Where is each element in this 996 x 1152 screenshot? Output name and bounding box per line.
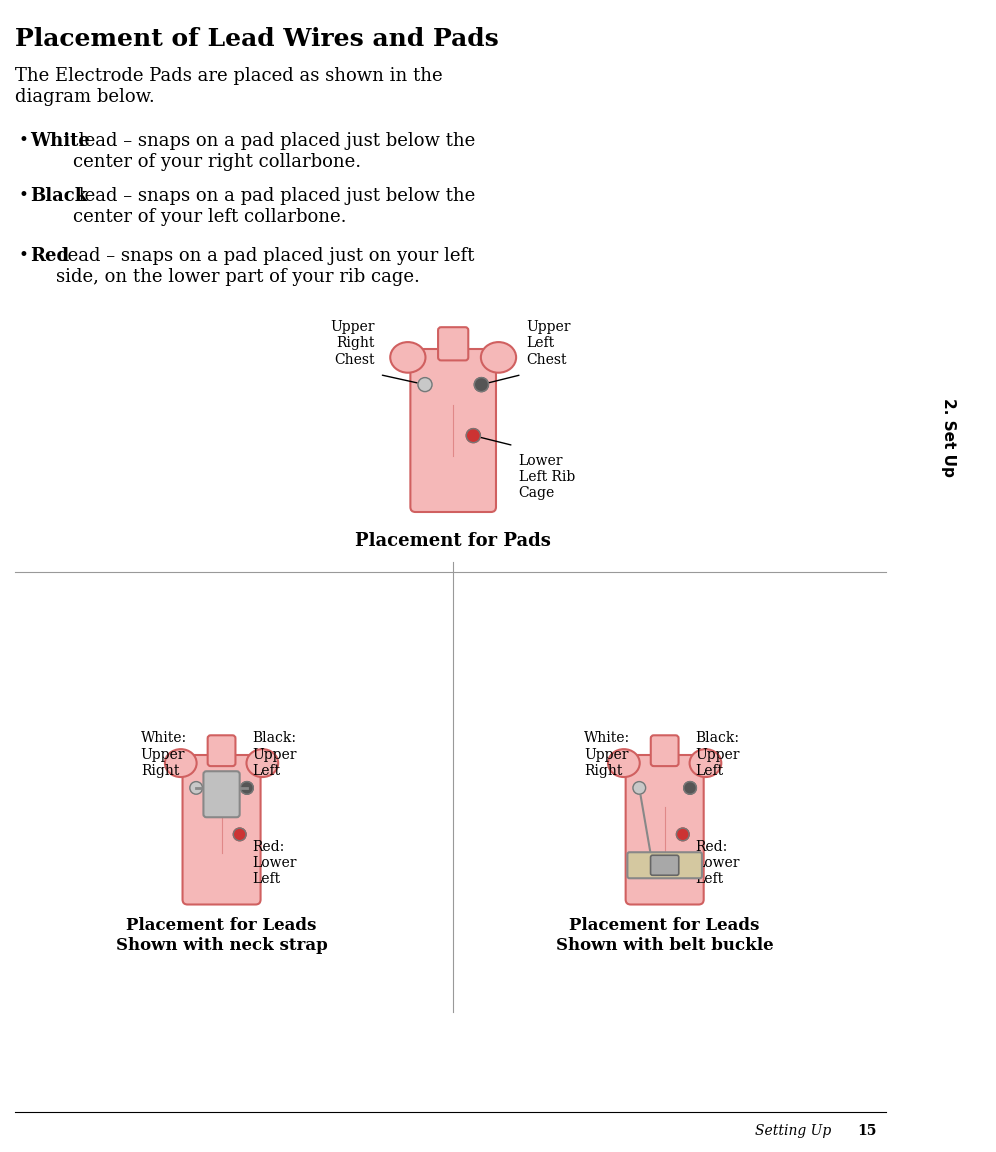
FancyBboxPatch shape: [410, 349, 496, 511]
Circle shape: [190, 781, 202, 794]
FancyBboxPatch shape: [650, 735, 678, 766]
Text: •: •: [18, 187, 28, 204]
FancyBboxPatch shape: [207, 735, 235, 766]
Text: lead – snaps on a pad placed just below the
center of your left collarbone.: lead – snaps on a pad placed just below …: [73, 187, 475, 226]
Text: White: White: [30, 132, 90, 150]
Text: Setting Up: Setting Up: [755, 1124, 832, 1138]
Text: 2. Set Up: 2. Set Up: [941, 399, 956, 477]
Ellipse shape: [608, 749, 639, 778]
Circle shape: [418, 378, 432, 392]
Circle shape: [632, 781, 645, 794]
Circle shape: [683, 781, 696, 794]
Text: Red:
Lower
Left: Red: Lower Left: [695, 840, 740, 886]
Text: lead – snaps on a pad placed just below the
center of your right collarbone.: lead – snaps on a pad placed just below …: [73, 132, 475, 170]
Text: Placement for Leads
Shown with belt buckle: Placement for Leads Shown with belt buck…: [556, 917, 774, 954]
Circle shape: [233, 828, 246, 841]
Text: lead – snaps on a pad placed just on your left
side, on the lower part of your r: lead – snaps on a pad placed just on you…: [56, 247, 474, 286]
Ellipse shape: [481, 342, 516, 373]
Text: 15: 15: [857, 1124, 876, 1138]
Text: Upper
Left
Chest: Upper Left Chest: [527, 320, 571, 366]
Text: Red:
Lower
Left: Red: Lower Left: [252, 840, 297, 886]
Circle shape: [474, 378, 488, 392]
Ellipse shape: [390, 342, 425, 373]
Text: Placement for Leads
Shown with neck strap: Placement for Leads Shown with neck stra…: [116, 917, 328, 954]
Text: Black:
Upper
Left: Black: Upper Left: [252, 732, 297, 778]
Text: Lower
Left Rib
Cage: Lower Left Rib Cage: [519, 454, 575, 500]
Text: White:
Upper
Right: White: Upper Right: [140, 732, 187, 778]
Text: The Electrode Pads are placed as shown in the
diagram below.: The Electrode Pads are placed as shown i…: [15, 67, 443, 106]
Ellipse shape: [165, 749, 196, 778]
Ellipse shape: [689, 749, 721, 778]
Circle shape: [466, 429, 480, 442]
Ellipse shape: [246, 749, 278, 778]
Text: •: •: [18, 247, 28, 264]
FancyBboxPatch shape: [627, 852, 702, 878]
Text: Placement for Pads: Placement for Pads: [356, 532, 551, 550]
Text: •: •: [18, 132, 28, 149]
FancyBboxPatch shape: [438, 327, 468, 361]
Text: Red: Red: [30, 247, 70, 265]
Text: White:
Upper
Right: White: Upper Right: [584, 732, 630, 778]
FancyBboxPatch shape: [182, 755, 261, 904]
FancyBboxPatch shape: [625, 755, 704, 904]
FancyBboxPatch shape: [203, 771, 240, 817]
Text: Black: Black: [30, 187, 88, 205]
Circle shape: [676, 828, 689, 841]
Circle shape: [241, 781, 253, 794]
FancyBboxPatch shape: [650, 855, 678, 876]
Text: Upper
Right
Chest: Upper Right Chest: [330, 320, 374, 366]
Text: Placement of Lead Wires and Pads: Placement of Lead Wires and Pads: [15, 26, 499, 51]
Text: Black:
Upper
Left: Black: Upper Left: [695, 732, 740, 778]
